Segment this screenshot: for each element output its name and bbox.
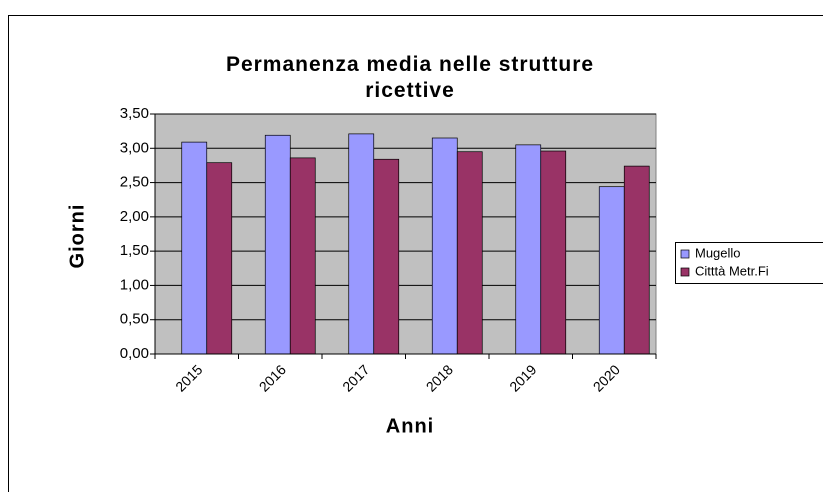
y-axis-label: Giorni <box>66 204 88 269</box>
bar <box>515 144 542 355</box>
x-axis-label: Anni <box>386 415 434 437</box>
y-tick-label: 1,50 <box>120 242 149 259</box>
legend-swatch <box>680 267 690 277</box>
chart-title: Permanenza media nelle strutture ricetti… <box>225 53 595 102</box>
bar <box>206 162 233 355</box>
legend-label: Citttà Metr.Fi <box>695 263 769 278</box>
bar <box>456 151 483 355</box>
y-tick-label: 0,50 <box>120 311 149 328</box>
bar <box>348 133 375 355</box>
bar <box>540 150 567 355</box>
bar <box>264 134 291 355</box>
y-tick-label: 2,50 <box>120 174 149 191</box>
bar <box>431 137 458 355</box>
bar <box>623 165 650 355</box>
plot-area <box>154 113 657 355</box>
bar <box>598 186 625 355</box>
y-tick-label: 3,50 <box>120 105 149 122</box>
y-tick-label: 0,00 <box>120 345 149 362</box>
y-tick-label: 3,00 <box>120 139 149 156</box>
legend-swatch <box>680 249 690 259</box>
y-tick-label: 2,00 <box>120 208 149 225</box>
bar <box>181 141 208 355</box>
legend-box <box>675 242 823 284</box>
legend-label: Mugello <box>695 245 741 260</box>
y-tick-label: 1,00 <box>120 276 149 293</box>
bar <box>373 158 400 355</box>
bar <box>289 157 316 355</box>
